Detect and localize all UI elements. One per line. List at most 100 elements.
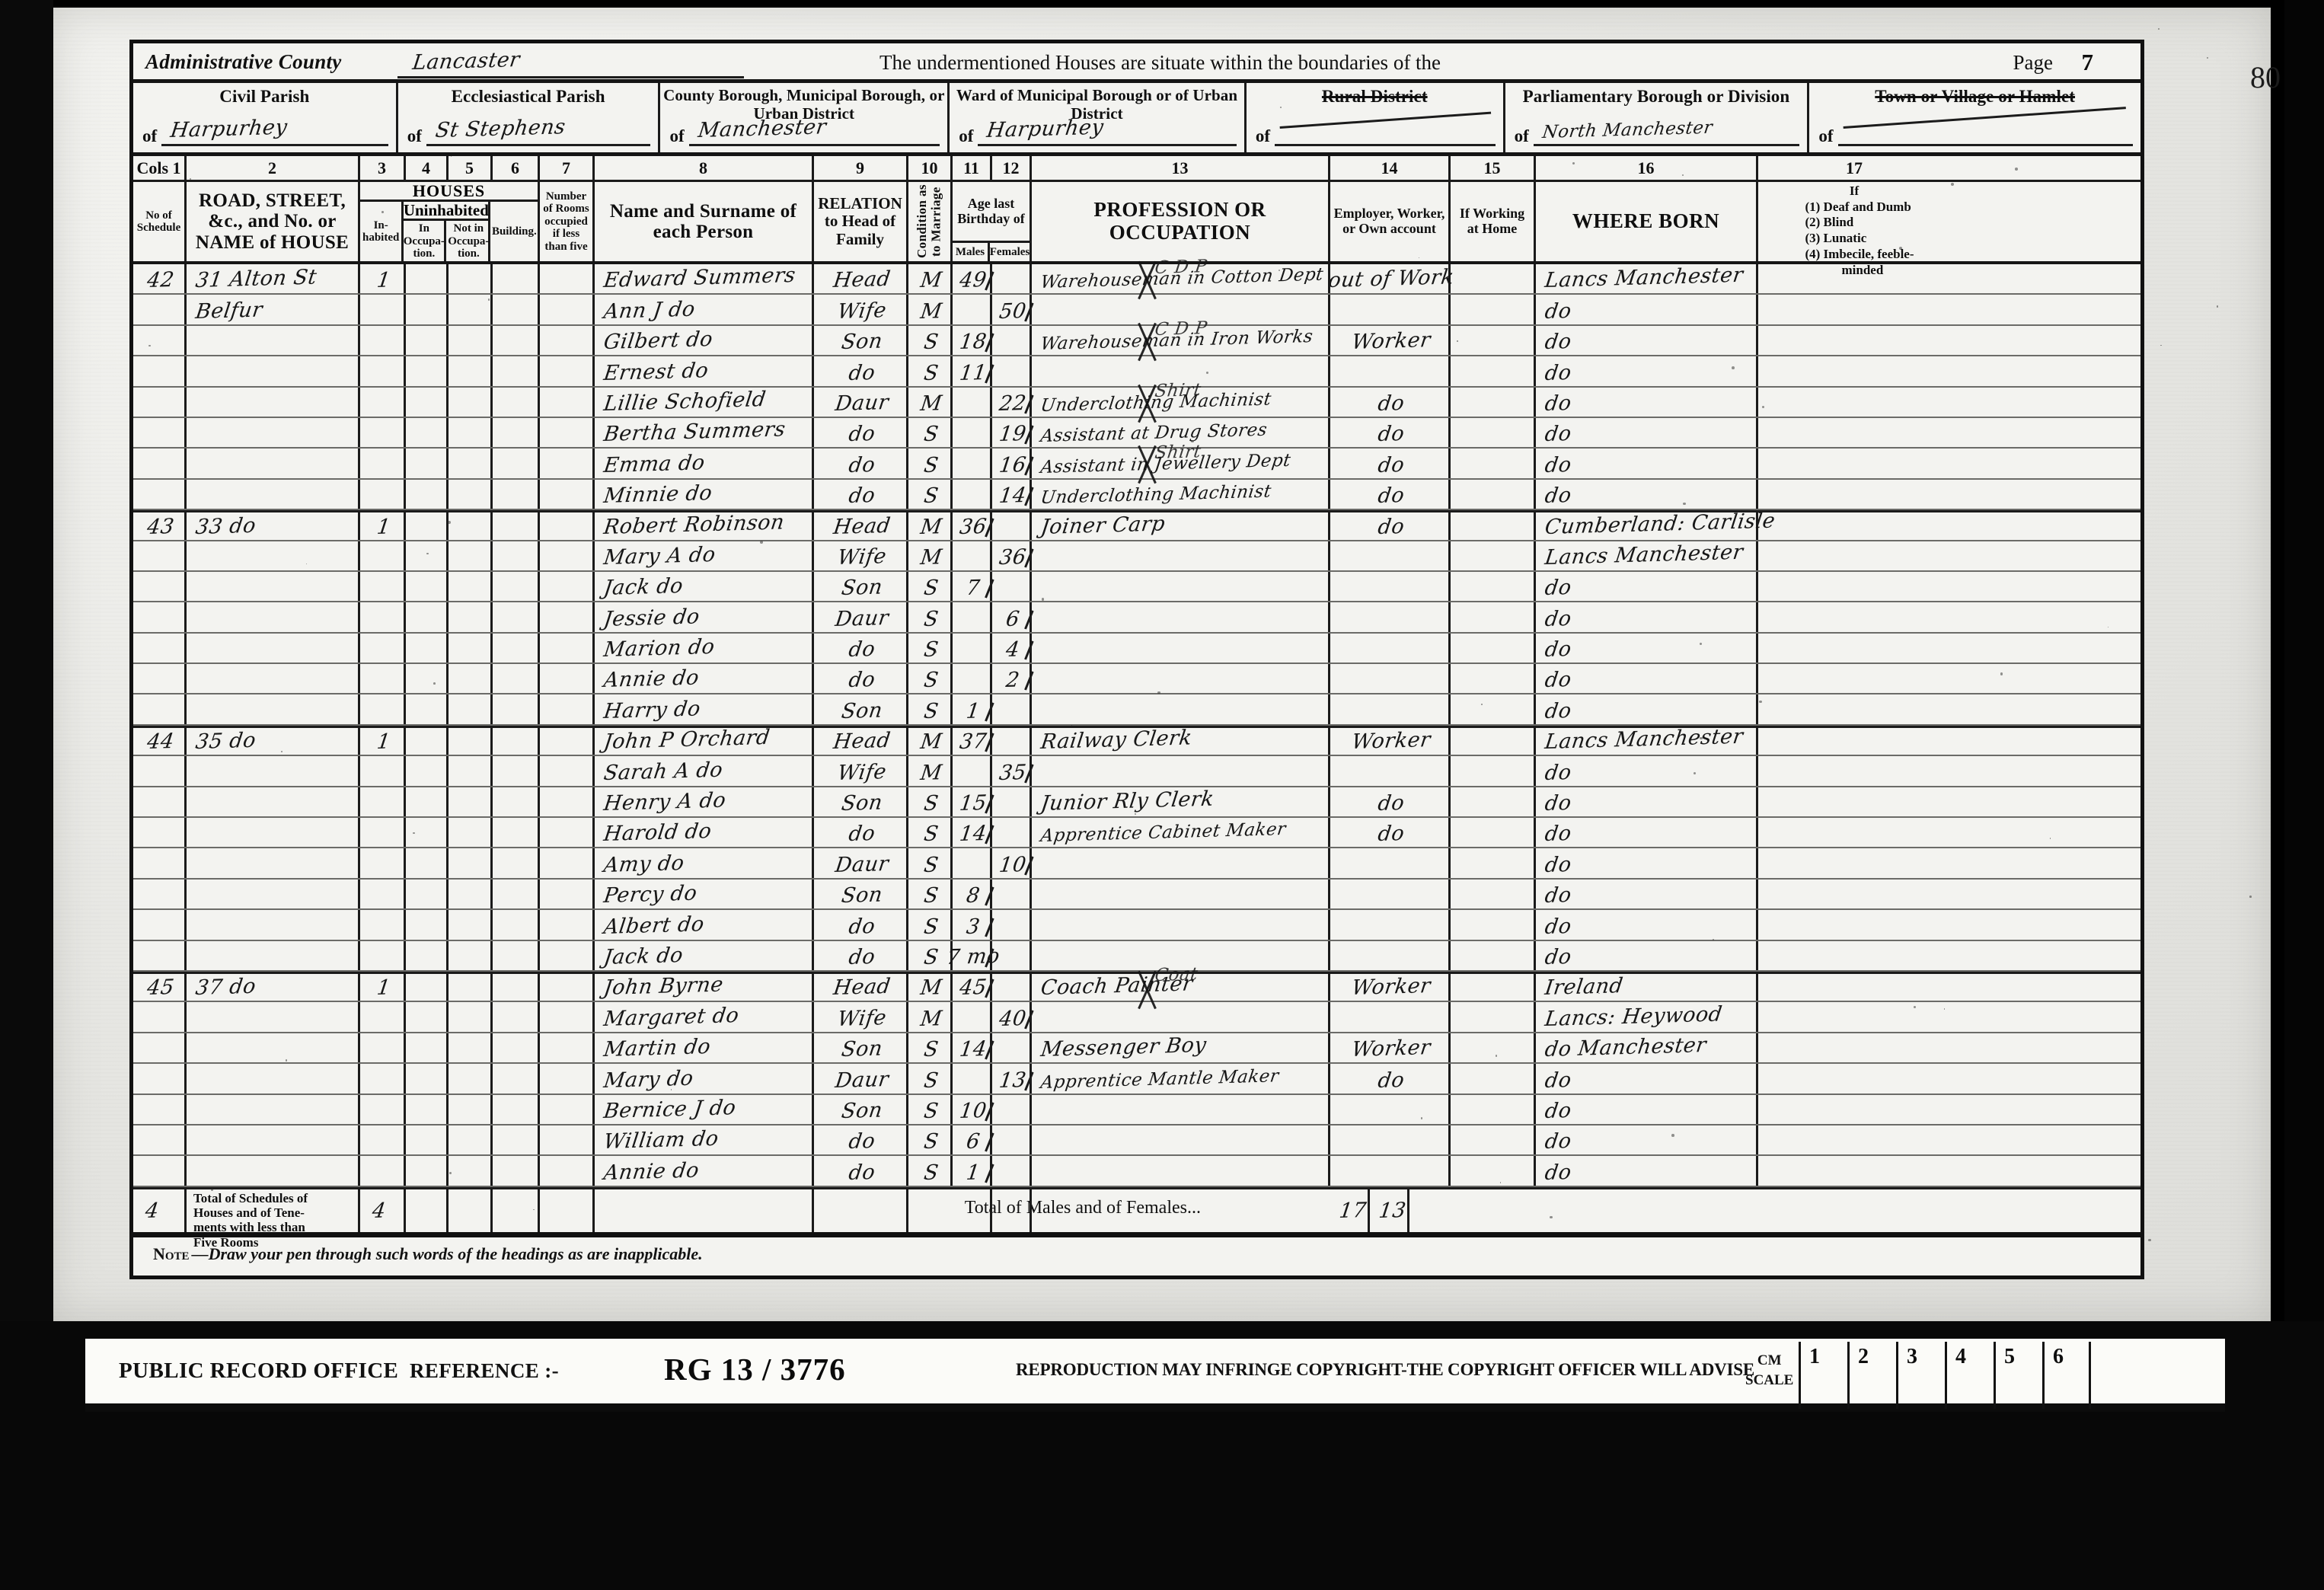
table-row[interactable]: 44 35 do 1 John P Orchard Head M 37 Railway Cle…	[133, 726, 2140, 756]
cell-17	[1758, 880, 1950, 908]
cell-13: Apprentice Cabinet Maker	[1032, 818, 1330, 847]
table-row[interactable]: Amy do Daur S 10 do	[133, 848, 2140, 879]
cell-1	[133, 634, 187, 662]
cell-value: Annie do	[602, 666, 701, 693]
cell-1	[133, 572, 187, 601]
cell-8: Gilbert do	[595, 326, 814, 355]
cell-2	[187, 1125, 360, 1154]
cell-5	[449, 1064, 493, 1093]
table-row[interactable]: Lillie Schofield Daur M 22 Underclothing Mac…	[133, 388, 2140, 418]
table-row[interactable]: Harry do Son S 1 do	[133, 694, 2140, 725]
cell-15	[1451, 756, 1536, 785]
ecclesiastical-parish-field[interactable]: St Stephens	[426, 120, 651, 146]
table-row[interactable]: Marion do do S 4 do	[133, 634, 2140, 664]
cell-8: Mary A do	[595, 541, 814, 570]
cell-5	[449, 941, 493, 970]
cell-15	[1451, 480, 1536, 509]
table-row[interactable]: Martin do Son S 14 Messenger Boy Worker do Man…	[133, 1033, 2140, 1064]
cell-13	[1032, 694, 1330, 723]
table-row[interactable]: Gilbert do Son S 18 Warehouseman in Iron Wor…	[133, 326, 2140, 356]
cell-value: 3	[965, 915, 982, 939]
cell-12	[992, 910, 1032, 939]
cell-5	[449, 572, 493, 601]
county-borough-of: of	[669, 126, 684, 146]
table-row[interactable]: William do do S 6 do	[133, 1125, 2140, 1156]
ward-field[interactable]: Harpurhey	[978, 120, 1237, 146]
table-row[interactable]: Minnie do do S 14 Underclothing Machinist do d…	[133, 480, 2140, 510]
table-row[interactable]: Bertha Summers do S 19 Assistant at Drug Sto…	[133, 418, 2140, 449]
table-row[interactable]: 43 33 do 1 Robert Robinson Head M 36 Joiner Car…	[133, 510, 2140, 541]
ecclesiastical-parish-of: of	[407, 126, 422, 146]
cell-8: Jack do	[595, 941, 814, 970]
administrative-county-field[interactable]: Lancaster	[397, 46, 744, 78]
table-row[interactable]: Jack do do S 7 mo do	[133, 941, 2140, 972]
cell-5	[449, 634, 493, 662]
table-row[interactable]: Emma do do S 16 Assistant in Jewellery Dept S…	[133, 449, 2140, 479]
cell-value: Daur	[833, 391, 889, 416]
table-row[interactable]: Jack do Son S 7 do	[133, 572, 2140, 602]
caption-number-of-rooms: Number of Rooms occupied if less than fi…	[540, 182, 595, 261]
cell-12	[992, 694, 1032, 723]
totals-houses-cell: 4	[360, 1189, 406, 1232]
cell-value: 35	[998, 761, 1027, 785]
table-row[interactable]: Jessie do Daur S 6 do	[133, 602, 2140, 633]
table-row[interactable]: Margaret do Wife M 40 Lancs: Heywood	[133, 1002, 2140, 1033]
table-row[interactable]: Mary A do Wife M 36 Lancs Manchester	[133, 541, 2140, 572]
cell-10: S	[908, 418, 953, 447]
cell-value: do	[1543, 1161, 1573, 1185]
cell-7	[540, 728, 595, 755]
rural-district-field[interactable]	[1275, 120, 1496, 146]
cell-15	[1451, 818, 1536, 847]
cell-15	[1451, 541, 1536, 570]
cell-8: John Byrne	[595, 974, 814, 1001]
totals-blank-10: Total of Males and of Females...	[908, 1189, 953, 1232]
cell-12: 2	[992, 664, 1032, 693]
cell-12	[992, 1125, 1032, 1154]
caption-age-last-birthday: Age last Birthday of	[953, 182, 1030, 243]
cell-15	[1451, 848, 1536, 877]
totals-schedule-cell: 4	[133, 1189, 187, 1232]
civil-parish-field[interactable]: Harpurhey	[161, 120, 388, 146]
cell-value: do	[1543, 699, 1573, 723]
cell-5	[449, 756, 493, 785]
table-row[interactable]: 45 37 do 1 John Byrne Head M 45 Coach Painter Co…	[133, 972, 2140, 1002]
table-row[interactable]: Belfur Ann J do Wife M 50 do	[133, 295, 2140, 325]
cell-12	[992, 1156, 1032, 1185]
cell-5	[449, 1033, 493, 1062]
cell-value: Worker	[1350, 974, 1432, 1000]
table-row[interactable]: 42 31 Alton St 1 Edward Summers Head M 49 Wareh…	[133, 264, 2140, 295]
table-row[interactable]: Annie do do S 2 do	[133, 664, 2140, 694]
cell-value: 13	[998, 1068, 1027, 1092]
cell-16: do	[1536, 480, 1758, 509]
cell-14: do	[1330, 480, 1451, 509]
table-row[interactable]: Ernest do do S 11 do	[133, 356, 2140, 387]
civil-parish-value: Harpurhey	[169, 116, 289, 142]
table-row[interactable]: Annie do do S 1 do	[133, 1156, 2140, 1186]
cell-value: 45	[145, 975, 175, 1000]
parliamentary-borough-field[interactable]: North Manchester	[1534, 120, 1800, 146]
table-row[interactable]: Percy do Son S 8 do	[133, 880, 2140, 910]
cell-6	[493, 418, 540, 447]
cell-2	[187, 1156, 360, 1185]
cell-value: Lancs Manchester	[1543, 541, 1745, 570]
cell-5	[449, 418, 493, 447]
cell-value: 6	[1004, 607, 1021, 631]
table-row[interactable]: Bernice J do Son S 10 do	[133, 1095, 2140, 1125]
table-row[interactable]: Harold do do S 14 Apprentice Cabinet Maker do…	[133, 818, 2140, 848]
cell-value: Bertha Summers	[602, 418, 787, 447]
cell-3	[360, 848, 406, 877]
occupation-overwrite: C D P	[1154, 318, 1208, 340]
table-row[interactable]: Henry A do Son S 15 Junior Rly Clerk do do	[133, 787, 2140, 818]
town-village-field[interactable]	[1838, 120, 2134, 146]
cell-11	[953, 388, 992, 417]
scan-speckle	[448, 521, 451, 524]
cell-17	[1758, 728, 1950, 755]
cell-13	[1032, 756, 1330, 785]
table-row[interactable]: Mary do Daur S 13 Apprentice Mantle Maker do d…	[133, 1064, 2140, 1094]
table-row[interactable]: Sarah A do Wife M 35 do	[133, 756, 2140, 787]
cell-value: M	[918, 730, 943, 754]
cell-1	[133, 602, 187, 631]
district-rural: Rural District of	[1247, 83, 1505, 152]
county-borough-field[interactable]: Manchester	[689, 120, 940, 146]
table-row[interactable]: Albert do do S 3 do	[133, 910, 2140, 940]
